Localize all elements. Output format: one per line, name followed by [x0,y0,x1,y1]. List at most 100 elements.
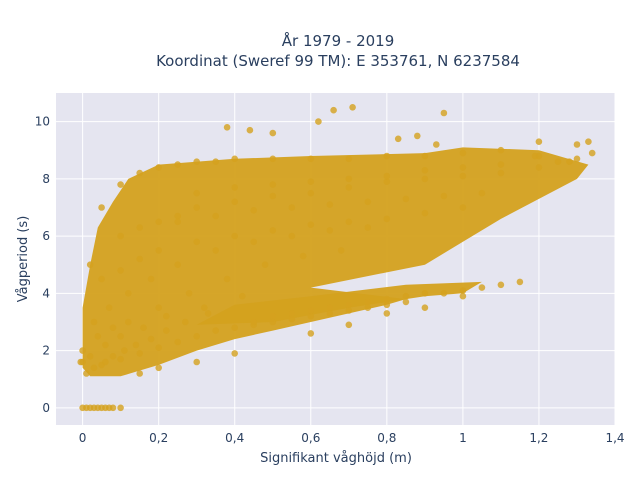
data-point [155,247,162,254]
data-point [223,124,231,131]
data-point [345,307,353,314]
data-point [573,141,581,148]
data-point [155,218,162,226]
data-point [193,333,200,340]
data-point [182,318,189,326]
data-point [478,189,486,197]
data-point [288,310,296,317]
data-point [588,149,596,157]
data-point [307,178,315,185]
y-tick-label: 6 [42,229,50,243]
data-point [345,155,353,163]
data-point [136,224,143,231]
data-point [250,207,257,214]
data-point [147,275,155,283]
dense-point-band [196,281,482,325]
data-point [421,304,429,312]
data-point [421,209,429,217]
data-point [212,247,219,254]
data-point [269,181,277,188]
data-point [535,164,543,171]
data-point [307,189,315,197]
data-point [516,278,524,286]
data-point [136,255,143,263]
data-point [193,158,200,165]
data-point [554,158,562,165]
data-point [90,318,98,326]
data-point [261,261,269,269]
data-point [231,232,238,240]
data-point [136,169,143,177]
data-point [102,341,109,349]
data-point [79,347,86,354]
data-point [307,155,315,163]
data-point [585,138,592,145]
data-point [250,238,257,246]
data-point [566,158,573,165]
data-point [421,152,429,160]
data-point [136,370,143,377]
data-point [109,404,117,412]
data-point [402,298,410,306]
data-point [383,178,391,185]
data-point [117,267,124,274]
y-tick-label: 8 [42,172,50,186]
data-point [250,318,257,326]
data-point [174,261,181,269]
data-point [383,301,391,309]
data-point [307,312,315,320]
data-point [433,141,440,148]
data-point [269,129,277,137]
y-axis-title: Vågperiod (s) [16,216,31,303]
data-point [125,290,132,297]
data-point [337,247,345,254]
data-point [109,353,117,360]
data-point [163,327,170,334]
data-point [231,198,238,206]
y-tick-label: 10 [35,115,50,129]
data-point [117,232,124,240]
x-axis-title: Signifikant våghöjd (m) [260,451,412,466]
data-point [90,364,98,372]
data-point [330,106,337,114]
data-point [478,284,486,291]
data-point [383,215,391,223]
data-point [364,224,372,231]
data-point [155,164,162,171]
data-point [86,353,94,360]
data-point [440,290,448,297]
data-point [288,232,296,240]
data-point [185,290,193,297]
data-point [497,161,505,168]
data-point [212,212,219,220]
data-point [193,204,200,211]
data-point [155,364,162,372]
data-point [299,252,307,260]
data-point [94,333,102,340]
x-tick-label: 0 [79,431,87,445]
data-point [117,181,124,188]
data-point [193,238,200,246]
data-point [440,192,448,200]
data-point [459,164,467,171]
data-point [349,104,356,111]
data-point [109,324,117,332]
data-point [326,227,334,234]
x-tick-label: 0,4 [225,431,244,445]
y-tick-label: 2 [42,344,50,358]
data-point [364,304,372,312]
data-point [326,310,334,317]
data-point [231,155,238,163]
y-tick-label: 0 [42,401,50,415]
data-point [231,184,238,191]
data-point [83,370,90,377]
x-tick-label: 0,8 [377,431,396,445]
data-point [383,172,391,180]
data-point [269,192,277,200]
data-point [421,290,429,297]
data-point [364,298,372,306]
data-point [315,118,322,125]
data-point [204,310,212,317]
data-point [155,304,162,312]
